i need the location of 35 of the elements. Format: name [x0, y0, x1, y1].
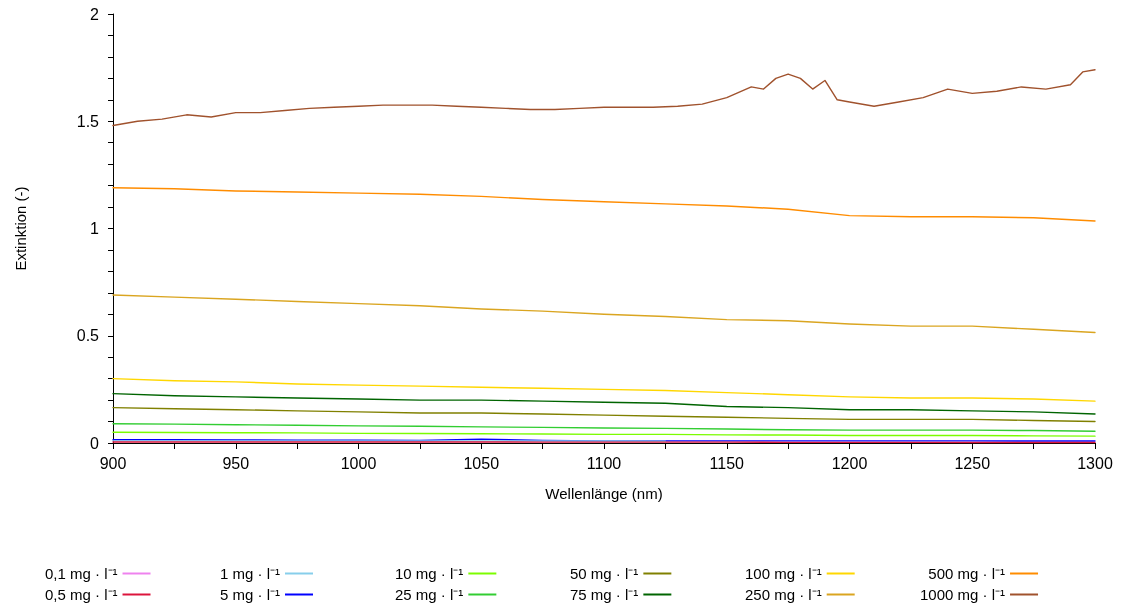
legend-label: 5 mg · l⁻¹: [219, 586, 280, 603]
legend-label: 500 mg · l⁻¹: [928, 565, 1006, 582]
line-series: [112, 377, 1096, 402]
x-tick-label: 1250: [954, 454, 991, 472]
legend-label: 10 mg · l⁻¹: [394, 565, 464, 582]
y-tick-label: 1.5: [76, 112, 100, 130]
legend-label: 25 mg · l⁻¹: [394, 586, 464, 603]
y-tick-label: 1: [90, 220, 100, 237]
line-series: [112, 423, 1096, 432]
legend-label: 0,1 mg · l⁻¹: [45, 565, 118, 582]
line-series: [112, 406, 1096, 423]
legend-label: 75 mg · l⁻¹: [569, 586, 639, 603]
y-tick-label: 0: [90, 434, 100, 452]
line-series: [112, 69, 1096, 127]
x-tick-label: 1000: [340, 454, 377, 472]
line-series: [112, 294, 1096, 334]
x-axis-title: Wellenlänge (nm): [545, 485, 663, 502]
legend-label: 50 mg · l⁻¹: [569, 565, 639, 582]
legend-label: 1 mg · l⁻¹: [219, 565, 280, 582]
y-axis-title: Extinktion (-): [12, 186, 29, 271]
x-tick-label: 1300: [1077, 454, 1113, 472]
legend-label: 1000 mg · l⁻¹: [919, 586, 1006, 603]
legend-label: 100 mg · l⁻¹: [744, 565, 822, 582]
legend-label: 0,5 mg · l⁻¹: [45, 586, 118, 603]
x-tick-label: 900: [99, 454, 127, 472]
x-tick-label: 1150: [709, 454, 745, 472]
x-tick-label: 1200: [831, 454, 868, 472]
x-tick-label: 1100: [586, 454, 622, 472]
x-tick-label: 950: [222, 454, 250, 472]
y-tick-label: 0.5: [76, 327, 100, 345]
line-series: [112, 392, 1096, 415]
line-series: [112, 187, 1096, 222]
x-tick-label: 1050: [463, 454, 500, 472]
legend-label: 250 mg · l⁻¹: [744, 586, 822, 603]
y-tick-label: 2: [90, 5, 100, 23]
